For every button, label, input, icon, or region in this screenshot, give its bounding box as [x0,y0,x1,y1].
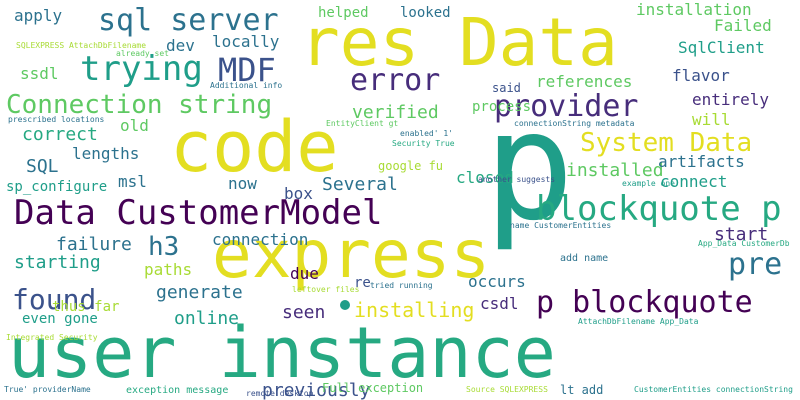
cloud-word: name CustomerEntities [510,221,612,230]
cloud-word: starting [14,252,101,273]
cloud-word: references [536,72,633,91]
cloud-word: SQL [26,156,59,177]
cloud-word: res Data [300,4,618,81]
cloud-word: SQLEXPRESS AttachDbFilename [16,41,147,50]
cloud-word: entirely [692,90,770,109]
cloud-word: Failed [714,16,772,35]
cloud-word: lengths [72,144,140,163]
cloud-word: locally [212,32,280,51]
cloud-word: artifacts [658,152,745,171]
cloud-word: will [692,110,731,129]
cloud-word: looked [400,5,451,21]
cloud-word: online [174,308,240,329]
cloud-word: flavor [672,66,730,85]
cloud-word: box [284,184,313,203]
cloud-dot [340,300,350,310]
cloud-word: closed [456,168,514,187]
cloud-word: apply [14,6,63,25]
cloud-word: pre [728,247,783,282]
cloud-word: verified [352,102,439,123]
cloud-word: remote desktop [246,389,314,398]
cloud-word: installed [566,160,664,181]
cloud-word: SqlClient [678,38,765,57]
cloud-word: Data CustomerModel [14,193,383,233]
cloud-word: exception message [126,385,229,396]
cloud-word: seen [282,302,326,323]
cloud-word: dev [166,36,195,55]
cloud-word: express [212,216,491,293]
cloud-word: enabled' 1' [400,129,453,138]
cloud-word: provider [494,89,639,124]
cloud-word: Additional info [210,81,283,90]
cloud-word: old [120,116,149,135]
cloud-word: AttachDbFilename App_Data [578,317,699,326]
cloud-word: App_Data CustomerDb [698,239,790,248]
cloud-word: occurs [468,272,526,291]
cloud-word: error [350,63,441,98]
cloud-word: Several [322,174,398,195]
cloud-word: example one [622,179,675,188]
cloud-word: System Data [580,128,753,158]
cloud-word: p [484,80,575,254]
cloud-word: connect [660,172,728,191]
cloud-word: start [714,224,769,245]
cloud-word: sp_configure [6,179,108,195]
cloud-word: helped [318,5,369,21]
cloud-word: another suggests [478,175,556,184]
cloud-word: connectionString metadata [514,119,635,128]
cloud-word: Security True [392,139,455,148]
cloud-word: now [228,174,257,193]
cloud-word: Integrated Security [6,333,98,342]
cloud-word: re [354,275,371,291]
cloud-word: ssdl [20,64,59,83]
cloud-word: connection [212,230,309,249]
cloud-word: Source SQLEXPRESS [466,385,548,394]
cloud-word: code [170,106,339,188]
cloud-word: said [492,81,521,95]
cloud-word: paths [144,260,193,279]
cloud-word: google fu [378,159,444,173]
cloud-word: p blockquote [536,285,753,320]
cloud-word: generate [156,282,243,303]
cloud-word: prescribed locations [8,115,105,124]
cloud-word: tried running [370,281,433,290]
cloud-word: failure [56,234,132,255]
cloud-word: due [290,264,319,283]
cloud-word: lt add [560,383,604,397]
cloud-word: correct [22,124,98,145]
cloud-word: Full exception [322,381,424,395]
cloud-word: trying [80,49,203,89]
cloud-word: thus far [52,299,120,315]
cloud-word: installing [354,298,475,322]
cloud-word: already set [116,49,169,58]
cloud-word: leftover files [292,285,360,294]
cloud-word: csdl [480,294,519,313]
cloud-word: installation [636,0,752,19]
cloud-word: process [472,99,532,115]
cloud-word: user instance [8,312,556,394]
cloud-word: EntityClient gt [326,119,399,128]
cloud-word: CustomerEntities connectionString [634,385,793,394]
cloud-word: found [12,283,97,316]
cloud-word: Connection string [6,90,273,120]
cloud-word: even gone [22,311,98,327]
cloud-word: MDF [218,51,276,89]
cloud-word: sql server [98,3,279,38]
cloud-word: previously [262,380,371,400]
cloud-word: msl [118,172,147,191]
cloud-word: True' providerName [4,385,91,394]
cloud-word: blockquote p [536,189,782,229]
cloud-word: h3 [148,232,180,262]
cloud-word: add name [560,253,609,264]
